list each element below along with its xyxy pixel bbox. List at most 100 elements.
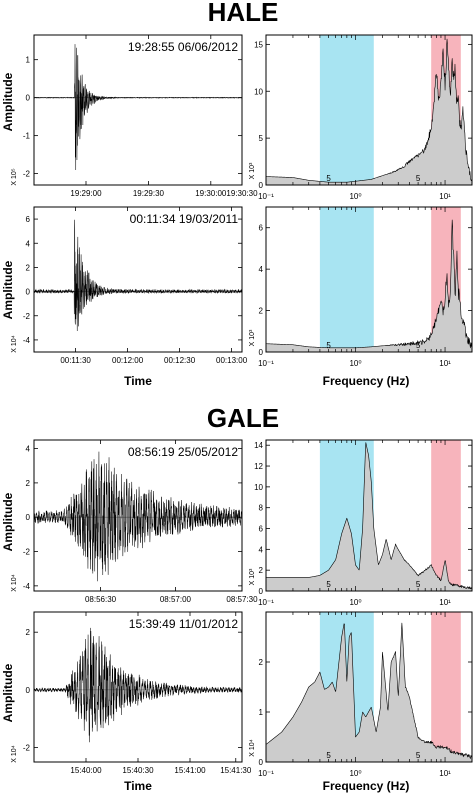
plot-frame bbox=[265, 611, 473, 763]
y-tick-label: -2 bbox=[23, 312, 31, 321]
scale-multiplier: X 10⁴ bbox=[249, 739, 256, 756]
x-tick-label: 00:11:30 bbox=[60, 356, 91, 365]
x-tick-label: 08:57:30 bbox=[226, 595, 258, 604]
event-timestamp: 19:28:55 06/06/2012 bbox=[128, 40, 238, 54]
spectrum-area bbox=[266, 219, 472, 352]
y-tick-label: 4 bbox=[259, 265, 264, 274]
x-tick-label: 19:30:00 bbox=[195, 189, 227, 198]
event-timestamp: 15:39:49 11/01/2012 bbox=[129, 617, 239, 631]
event-timestamp: 00:11:34 19/03/2011 bbox=[130, 212, 239, 226]
x-tick-label: 10⁰ bbox=[349, 769, 361, 778]
x-tick-label: 08:57:00 bbox=[160, 595, 192, 604]
waveform-trace bbox=[34, 219, 242, 332]
y-tick-label: 0 bbox=[26, 686, 31, 695]
spectrum-panel-4: 10⁻¹ 5 10⁰ 5 10¹ 0 1 2 X 10⁴ bbox=[249, 611, 473, 778]
x-tick-label: 00:12:30 bbox=[164, 356, 196, 365]
y-tick-label: 0 bbox=[259, 181, 264, 190]
x-tick-label: 19:30:30 bbox=[226, 189, 258, 198]
spectrum-panel-3: 10⁻¹ 5 10⁰ 5 10¹ 0 2 4 6 8 10 12 14 X 10³ bbox=[249, 439, 473, 607]
scale-multiplier: X 10³ bbox=[249, 162, 256, 179]
x-tick-label: 15:40:30 bbox=[122, 766, 154, 775]
y-tick-label: -4 bbox=[23, 336, 31, 345]
y-tick-label: 6 bbox=[26, 215, 31, 224]
x-tick-label: 19:29:30 bbox=[133, 189, 165, 198]
scale-multiplier: X 10⁵ bbox=[11, 168, 18, 185]
y-tick-label: -1 bbox=[23, 132, 31, 141]
waveform-panel-2: 6 4 2 0 -2 -4 00:11:30 00:12:00 00:12:30 00:13:00… bbox=[11, 206, 248, 365]
y-tick-label: 10 bbox=[254, 87, 263, 96]
y-tick-label: 2 bbox=[26, 263, 31, 272]
spectrum-area bbox=[266, 442, 472, 591]
y-tick-label: 0 bbox=[259, 758, 264, 767]
y-tick-label: 2 bbox=[259, 307, 264, 316]
blue-frequency-band bbox=[319, 207, 374, 352]
blue-frequency-band bbox=[319, 35, 374, 185]
frequency-label-hale: Frequency (Hz) bbox=[323, 374, 410, 388]
x-tick-label: 10⁰ bbox=[349, 192, 361, 201]
y-tick-label: 4 bbox=[26, 239, 31, 248]
plot-frame bbox=[265, 34, 473, 186]
x-tick-label: 19:29:00 bbox=[70, 189, 102, 198]
y-tick-label: -2 bbox=[23, 170, 31, 179]
x-tick-label: 10⁻¹ bbox=[258, 769, 274, 778]
y-tick-label: 0 bbox=[259, 348, 264, 357]
y-tick-label: 12 bbox=[254, 462, 263, 471]
y-tick-label: 10 bbox=[254, 483, 263, 492]
y-tick-label: 6 bbox=[259, 224, 264, 233]
y-tick-label: 2 bbox=[259, 658, 264, 667]
scale-multiplier: X 10³ bbox=[249, 329, 256, 346]
x-tick-label: 10⁰ bbox=[349, 598, 361, 607]
x-minor-label: 5 bbox=[416, 751, 421, 760]
x-minor-label: 5 bbox=[326, 580, 331, 589]
time-label-hale: Time bbox=[124, 374, 152, 388]
x-tick-label: 10¹ bbox=[439, 598, 451, 607]
y-tick-label: 8 bbox=[259, 504, 264, 513]
plot-frame bbox=[33, 611, 243, 763]
scale-multiplier: X 10⁴ bbox=[11, 745, 18, 762]
y-tick-label: 14 bbox=[254, 441, 263, 450]
y-tick-label: 6 bbox=[259, 525, 264, 534]
time-label-gale: Time bbox=[124, 779, 152, 793]
y-tick-label: 1 bbox=[259, 708, 264, 717]
plot-frame bbox=[33, 439, 243, 592]
waveform-panel-1: 1 0 -1 -2 19:29:00 19:29:30 19:30:00 19:30:30 19… bbox=[11, 34, 258, 198]
scale-multiplier: X 10⁴ bbox=[11, 335, 18, 352]
y-tick-label: 5 bbox=[259, 134, 264, 143]
scale-multiplier: X 10³ bbox=[249, 568, 256, 585]
y-tick-label: 4 bbox=[259, 545, 264, 554]
y-tick-label: -2 bbox=[23, 548, 31, 557]
y-tick-label: 2 bbox=[259, 566, 264, 575]
event-timestamp: 08:56:19 25/05/2012 bbox=[128, 445, 238, 459]
red-frequency-band bbox=[431, 612, 461, 762]
x-minor-label: 5 bbox=[416, 174, 421, 183]
group-title-gale: GALE bbox=[207, 403, 279, 433]
x-minor-label: 5 bbox=[326, 751, 331, 760]
amplitude-label-4: Amplitude bbox=[1, 663, 15, 722]
x-minor-label: 5 bbox=[326, 341, 331, 350]
waveform-trace bbox=[34, 627, 242, 743]
spectrum-area bbox=[266, 38, 472, 185]
waveform-panel-3: 4 2 0 -2 -4 08:56:30 08:57:00 08:57:30 08:56:19 … bbox=[11, 439, 258, 604]
x-tick-label: 00:12:00 bbox=[112, 356, 144, 365]
scale-multiplier: X 10⁴ bbox=[11, 574, 18, 591]
y-tick-label: 0 bbox=[26, 94, 31, 103]
plot-frame bbox=[265, 439, 473, 592]
spectrum-area bbox=[266, 622, 472, 762]
x-minor-label: 5 bbox=[326, 174, 331, 183]
y-tick-label: 0 bbox=[26, 513, 31, 522]
y-tick-label: 2 bbox=[26, 628, 31, 637]
spectrum-panel-2: 10⁻¹ 5 10⁰ 5 10¹ 0 2 4 6 X 10³ bbox=[249, 206, 473, 368]
x-tick-label: 10¹ bbox=[439, 359, 451, 368]
spectrum-panel-1: 10⁻¹ 5 10⁰ 5 10¹ 0 5 10 15 X 10³ bbox=[249, 34, 473, 201]
x-tick-label: 08:56:30 bbox=[85, 595, 117, 604]
waveform-trace bbox=[34, 44, 242, 170]
amplitude-label-3: Amplitude bbox=[1, 492, 15, 551]
x-tick-label: 10⁻¹ bbox=[258, 192, 274, 201]
y-tick-label: 0 bbox=[26, 288, 31, 297]
plot-frame bbox=[265, 206, 473, 353]
x-tick-label: 10⁻¹ bbox=[258, 359, 274, 368]
y-tick-label: 2 bbox=[26, 479, 31, 488]
y-tick-label: 15 bbox=[254, 40, 263, 49]
y-tick-label: -2 bbox=[23, 744, 31, 753]
